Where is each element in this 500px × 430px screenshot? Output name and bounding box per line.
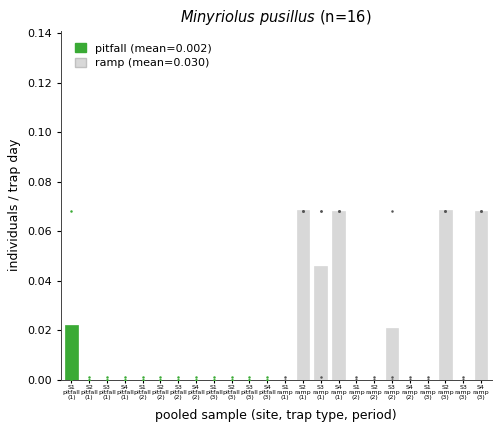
Bar [332, 212, 344, 380]
Bar [474, 212, 487, 380]
Bar [439, 210, 452, 380]
X-axis label: pooled sample (site, trap type, period): pooled sample (site, trap type, period) [156, 408, 397, 422]
Bar [386, 328, 398, 380]
Y-axis label: individuals / trap day: individuals / trap day [8, 139, 22, 271]
Bar [296, 210, 309, 380]
Bar [65, 325, 78, 380]
Title: $\it{Minyriolus\ pusillus}$ (n=16): $\it{Minyriolus\ pusillus}$ (n=16) [180, 8, 372, 28]
Legend: pitfall (mean=0.002), ramp (mean=0.030): pitfall (mean=0.002), ramp (mean=0.030) [75, 43, 212, 68]
Bar [314, 266, 327, 380]
